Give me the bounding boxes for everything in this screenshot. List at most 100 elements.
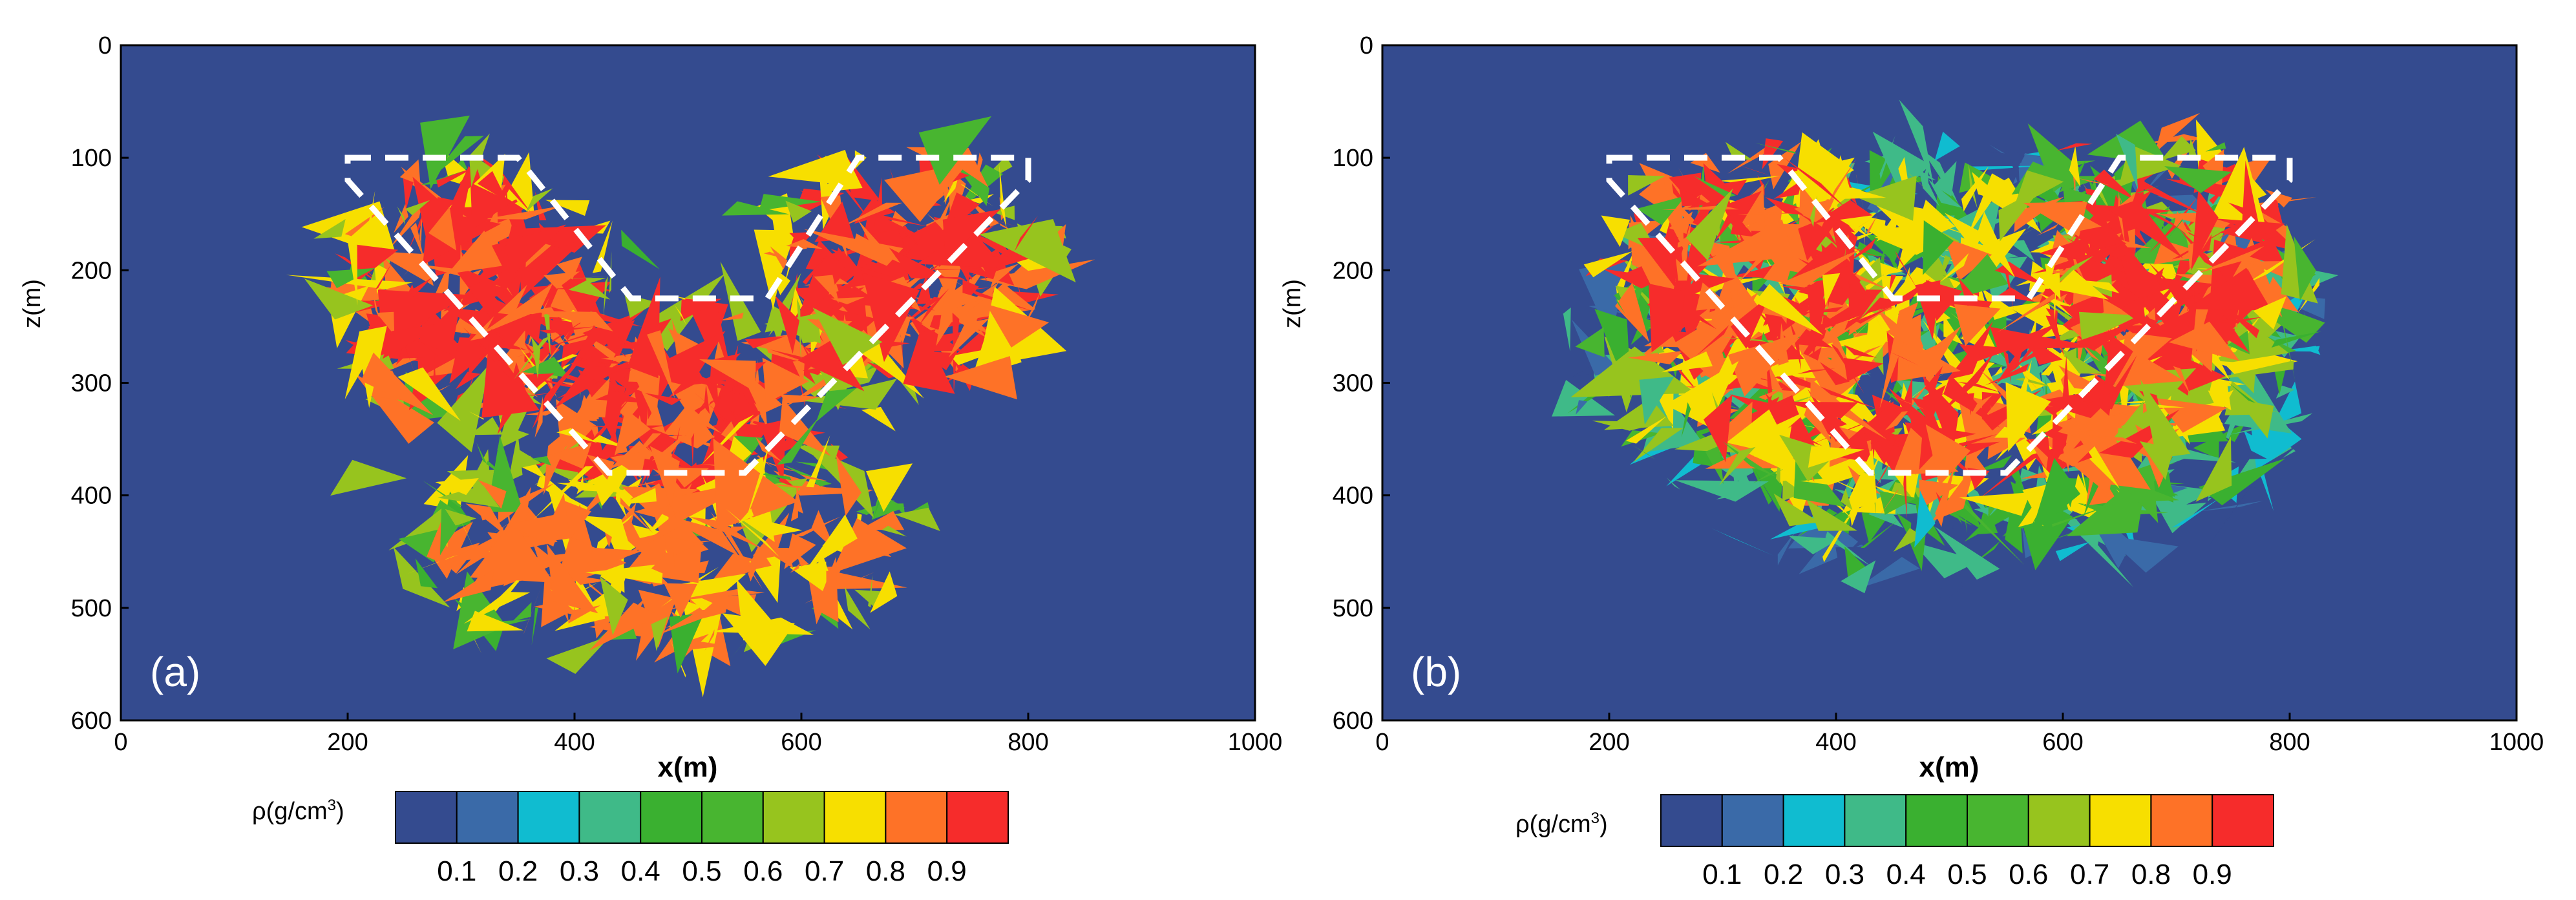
colorbar-bin (823, 791, 887, 844)
density-cell (2007, 240, 2035, 262)
density-cell (1897, 386, 1954, 425)
density-cell (907, 313, 962, 352)
density-cell (2188, 211, 2208, 227)
density-cell (1884, 377, 1933, 431)
density-cell (736, 579, 782, 641)
density-cell (527, 348, 557, 398)
density-cell (651, 616, 668, 651)
density-cell (1981, 288, 2018, 320)
density-cell (522, 357, 569, 378)
density-cell (2040, 298, 2084, 333)
density-cell (1855, 305, 1894, 324)
density-cell (375, 260, 394, 289)
density-cell (844, 153, 881, 202)
density-cell (1944, 213, 1983, 251)
density-cell (1758, 387, 1784, 401)
density-cell (1794, 329, 1833, 348)
density-cell (512, 602, 532, 622)
density-cell (2062, 355, 2070, 407)
density-cell (1777, 530, 1796, 566)
density-cell (1934, 131, 1960, 161)
density-cell (443, 569, 494, 603)
density-cell (882, 525, 907, 537)
density-cell (680, 298, 722, 322)
density-cell (2193, 246, 2265, 275)
density-cell (620, 497, 653, 534)
density-cell (534, 477, 545, 486)
density-cell (861, 406, 896, 432)
colorbar-bin (1844, 794, 1907, 847)
density-cell (1915, 280, 1941, 340)
density-cell (1798, 209, 1847, 261)
density-cell (733, 389, 756, 417)
density-cell (399, 159, 421, 186)
density-cell (1632, 445, 1656, 459)
density-cell (304, 278, 374, 320)
density-cell (1820, 362, 1850, 386)
density-cell (405, 200, 430, 216)
density-cell (568, 280, 611, 300)
density-cell (627, 277, 660, 379)
density-cell (397, 206, 406, 225)
density-cell (1761, 331, 1769, 344)
density-cell (1924, 366, 1943, 395)
density-cell (1877, 489, 1899, 520)
density-cell (286, 275, 413, 289)
density-cell (1954, 304, 2001, 346)
density-cell (689, 516, 763, 550)
colorbar-bin (395, 791, 458, 844)
density-cell (2156, 271, 2163, 285)
density-cell (536, 330, 570, 377)
density-cell (565, 241, 576, 247)
density-cell (2069, 145, 2081, 187)
density-cell (470, 521, 554, 583)
density-cell (1833, 263, 1865, 301)
density-cell (568, 605, 601, 624)
density-cell (1711, 528, 1775, 556)
density-cell (2082, 445, 2120, 489)
density-cell (364, 190, 375, 246)
density-cell (1914, 490, 1936, 548)
density-cell (1923, 220, 1954, 275)
density-cell (1797, 368, 1835, 375)
density-cell (894, 374, 919, 405)
density-cell (1669, 211, 1693, 235)
density-cell (2186, 267, 2272, 311)
density-cell (2076, 183, 2100, 194)
density-cell (962, 286, 1033, 311)
density-cell (1870, 439, 1895, 465)
density-cell (2206, 360, 2256, 375)
colorbar-bin (2027, 794, 2091, 847)
density-cell (1888, 351, 1919, 366)
density-cell (920, 323, 945, 333)
x-tick-label: 0 (1375, 729, 1389, 756)
density-cell (1615, 297, 1625, 314)
density-cell (2045, 315, 2065, 357)
density-cell (873, 213, 929, 227)
density-cell (545, 356, 619, 392)
density-cell (2159, 298, 2184, 337)
density-cell (859, 510, 905, 530)
density-cell (1998, 287, 2035, 302)
density-cell (1730, 295, 1770, 349)
density-cell (372, 289, 380, 319)
density-cell (361, 352, 434, 415)
density-cell (1715, 206, 1745, 242)
density-cell (505, 152, 534, 216)
panel-label: (a) (150, 649, 200, 695)
density-cells (286, 115, 1095, 698)
x-axis-title: x(m) (1919, 751, 1980, 783)
density-cell (889, 168, 902, 200)
density-cell (1846, 228, 1858, 256)
density-cell (1738, 211, 1793, 215)
density-cell (1636, 195, 1686, 225)
density-cell (1704, 394, 1733, 463)
density-cell (722, 201, 790, 216)
density-cell (491, 284, 527, 320)
density-cell (785, 200, 812, 223)
colorbar-tick-label: 0.7 (805, 855, 844, 887)
density-cell (1935, 464, 1956, 527)
density-cell (1696, 325, 1729, 357)
density-cell (1970, 541, 2001, 566)
density-cell (523, 585, 542, 634)
